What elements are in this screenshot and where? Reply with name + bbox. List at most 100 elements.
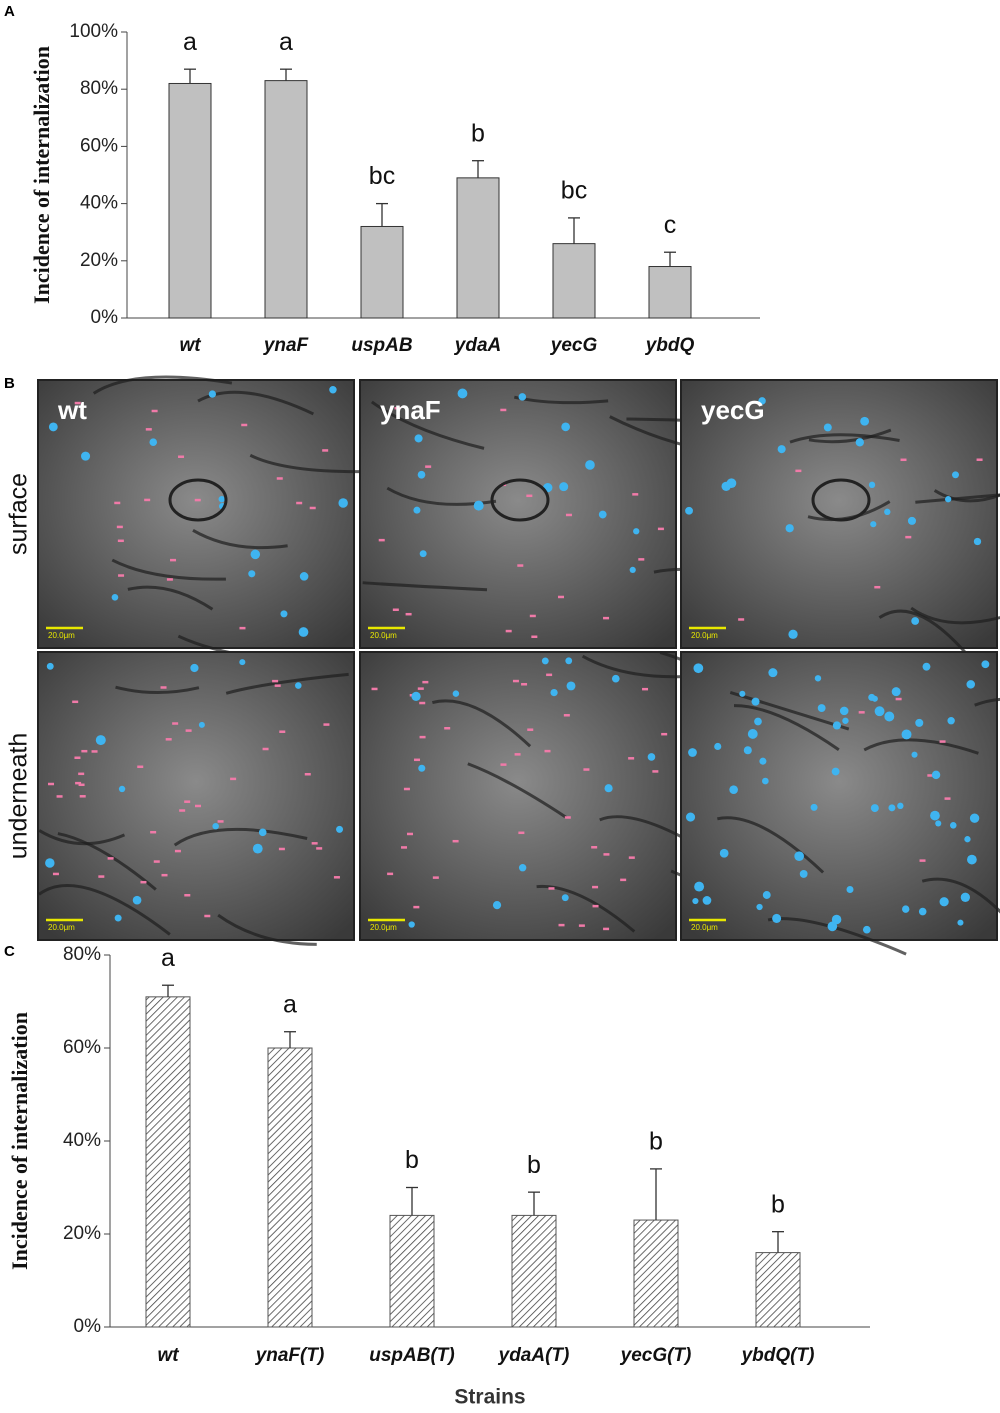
bacteria (217, 820, 224, 823)
bar (168, 82, 212, 319)
bacteria (262, 747, 269, 751)
stoma (490, 478, 550, 522)
cell-wall (536, 884, 636, 933)
row-label: underneath (5, 733, 33, 860)
chloroplast (842, 717, 849, 724)
bacteria (333, 876, 340, 879)
chloroplast (336, 825, 344, 833)
bar (389, 1214, 435, 1328)
chloroplast (250, 549, 261, 560)
chloroplast (693, 663, 704, 674)
bacteria (657, 527, 664, 531)
cell-wall (431, 699, 532, 748)
bacteria (241, 423, 248, 427)
bacteria (150, 830, 157, 834)
chloroplast (694, 881, 705, 892)
y-tick-label: 100% (69, 21, 118, 42)
bacteria (521, 683, 528, 686)
chloroplast (239, 659, 246, 666)
cell-wall (38, 884, 171, 936)
bacteria (114, 501, 121, 505)
chloroplast (190, 663, 199, 673)
chloroplast (518, 863, 527, 872)
bacteria (401, 846, 408, 849)
bacteria (387, 872, 394, 876)
chloroplast (762, 777, 769, 785)
chloroplast (329, 386, 337, 394)
chloroplast (966, 680, 975, 689)
chloroplast (692, 897, 699, 905)
bacteria (500, 763, 507, 766)
chloroplast (772, 913, 782, 923)
chloroplast (633, 528, 640, 535)
bacteria (603, 927, 610, 931)
significance-letter: b (649, 1128, 663, 1156)
chloroplast (846, 885, 854, 893)
chloroplast (598, 510, 607, 519)
bar (267, 1047, 313, 1328)
chloroplast (81, 451, 91, 461)
row-label: surface (5, 473, 33, 555)
stoma (168, 478, 228, 522)
bacteria (316, 847, 323, 850)
cell-wall (225, 672, 349, 695)
chloroplast (951, 471, 959, 479)
cell-wall (57, 832, 157, 891)
bacteria (795, 469, 802, 473)
bacteria (976, 458, 983, 461)
bacteria (558, 595, 565, 599)
chloroplast (518, 393, 527, 401)
bacteria (558, 923, 565, 927)
bar (648, 266, 692, 319)
scale-bar-label: 20.0μm (48, 631, 75, 640)
chloroplast (949, 822, 957, 829)
bacteria (564, 816, 571, 819)
chloroplast (981, 660, 990, 669)
chloroplast (248, 570, 256, 578)
chloroplast (685, 812, 696, 822)
micrograph-image (359, 651, 677, 941)
bacteria (628, 757, 635, 760)
scale-bar-label: 20.0μm (370, 923, 397, 932)
chloroplast (417, 470, 426, 479)
chloroplast (884, 711, 895, 722)
cell-wall (197, 390, 315, 416)
chloroplast (629, 566, 636, 574)
bacteria (56, 795, 63, 798)
significance-letter: bc (369, 162, 395, 190)
chloroplast (964, 836, 971, 843)
bacteria (526, 494, 533, 498)
bacteria (895, 697, 902, 701)
chloroplast (726, 478, 737, 489)
bacteria (276, 477, 283, 480)
chloroplast (788, 629, 798, 639)
cell-wall (192, 528, 288, 550)
bacteria (425, 465, 432, 468)
bacteria (414, 758, 421, 762)
bacteria (309, 506, 316, 510)
bar (264, 80, 308, 319)
chloroplast (550, 688, 558, 697)
bacteria (529, 614, 536, 618)
chloroplast (794, 851, 804, 862)
significance-letter: a (279, 28, 293, 56)
chloroplast (408, 921, 415, 928)
bacteria (274, 684, 281, 687)
bacteria (944, 797, 951, 800)
bacteria (166, 578, 173, 581)
bacteria (145, 428, 152, 431)
bacteria (563, 714, 570, 717)
bacteria (195, 804, 202, 808)
chloroplast (585, 460, 595, 470)
chloroplast (907, 516, 917, 525)
micrograph-image (680, 651, 998, 941)
bacteria (144, 498, 151, 502)
chloroplast (860, 416, 870, 426)
chloroplast (452, 690, 460, 697)
bacteria (858, 711, 865, 714)
chloroplast (911, 617, 920, 625)
significance-letter: a (183, 28, 197, 56)
chloroplast (747, 729, 758, 739)
bacteria (378, 538, 385, 542)
chloroplast (922, 662, 931, 671)
